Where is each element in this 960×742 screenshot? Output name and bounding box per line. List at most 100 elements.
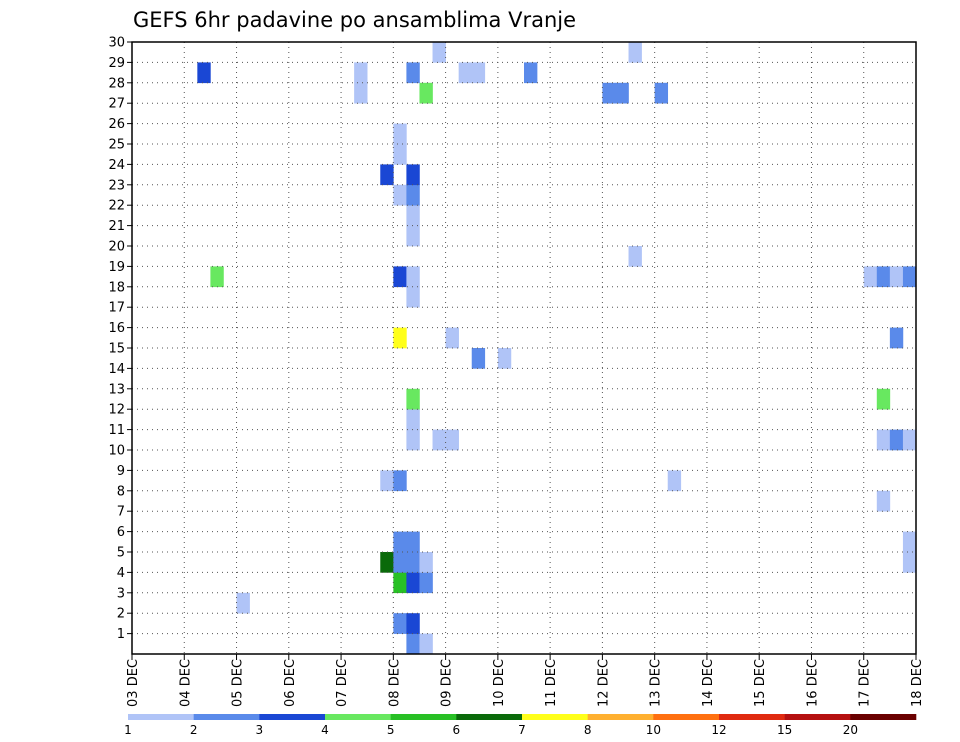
gridlines [132, 42, 916, 654]
heatmap-cell [889, 266, 904, 288]
colorbar-label: 20 [843, 723, 858, 737]
heatmap-cell [863, 266, 878, 288]
heatmap-cell [419, 552, 433, 573]
y-tick-label: 15 [108, 342, 125, 357]
y-tick-label: 10 [108, 444, 125, 459]
heatmap-cell [393, 470, 407, 492]
heatmap-cell [432, 429, 446, 451]
colorbar-swatch [719, 714, 785, 720]
y-tick-label: 18 [108, 280, 125, 295]
colorbar-label: 6 [453, 723, 461, 737]
y-tick-label: 28 [108, 76, 125, 91]
heatmap-cell [406, 62, 420, 84]
y-axis: 1234567891011121314151617181920212223242… [108, 36, 132, 642]
y-tick-label: 11 [108, 423, 125, 438]
x-tick-label: 06 DEC [283, 659, 298, 707]
heatmap-cell [393, 613, 407, 634]
colorbar-swatch [653, 714, 720, 720]
heatmap-cell [406, 429, 420, 451]
x-tick-label: 03 DEC [126, 659, 141, 707]
heatmap-cell [393, 572, 407, 594]
y-tick-label: 21 [108, 219, 125, 234]
x-tick-label: 18 DEC [910, 659, 925, 707]
x-tick-label: 16 DEC [805, 659, 820, 707]
heatmap-cell [406, 225, 420, 247]
colorbar-swatch [128, 714, 194, 720]
colorbar-label: 10 [646, 723, 661, 737]
heatmap-cell [902, 531, 917, 553]
y-tick-label: 29 [108, 56, 125, 71]
heatmap-cell [354, 62, 368, 84]
heatmap-cell [902, 266, 917, 288]
y-tick-label: 4 [117, 566, 125, 581]
heatmap-cell [380, 164, 394, 186]
colorbar-label: 1 [124, 723, 132, 737]
heatmap-cell [406, 572, 420, 594]
x-tick-label: 14 DEC [701, 659, 716, 707]
colorbar-swatch [850, 714, 917, 720]
x-tick-label: 04 DEC [178, 659, 193, 707]
colorbar-swatch [587, 714, 654, 720]
x-tick-label: 05 DEC [231, 659, 246, 707]
heatmap-cell [654, 82, 669, 104]
heatmap-cell [406, 286, 420, 308]
y-tick-label: 5 [117, 546, 125, 561]
x-tick-label: 07 DEC [335, 659, 350, 707]
colorbar: 1 2 3 4 5 6 7 8 10 12 15 20 [124, 714, 917, 737]
x-axis: 03 DEC 04 DEC 05 DEC 06 DEC 07 DEC 08 DEC 09 D… [126, 654, 925, 707]
heatmap-cell [406, 205, 420, 226]
x-tick-label: 15 DEC [753, 659, 768, 707]
heatmap-cell [419, 633, 433, 655]
y-tick-label: 22 [108, 199, 125, 214]
y-tick-label: 12 [108, 403, 125, 418]
y-tick-label: 1 [117, 627, 125, 642]
y-tick-label: 17 [108, 301, 125, 316]
y-tick-label: 14 [108, 362, 125, 377]
heatmap-cell [471, 348, 486, 369]
colorbar-swatch [259, 714, 326, 720]
colorbar-swatch [390, 714, 457, 720]
heatmap-cell [458, 62, 473, 84]
heatmap-cell [445, 429, 459, 451]
heatmap-cell [406, 184, 420, 206]
y-tick-label: 20 [108, 240, 125, 255]
heatmap-cell [419, 82, 433, 104]
heatmap-cell [393, 184, 407, 206]
colorbar-swatch [325, 714, 391, 720]
heatmap-cell [419, 572, 433, 594]
heatmap-cell [902, 552, 917, 573]
y-tick-label: 3 [117, 586, 125, 601]
y-tick-label: 9 [117, 464, 125, 479]
heatmap-cell [876, 490, 891, 512]
x-tick-label: 11 DEC [544, 659, 559, 707]
heatmap-cell [393, 266, 407, 288]
x-tick-label: 17 DEC [858, 659, 873, 707]
heatmap-cell [354, 82, 368, 104]
heatmap-cell [445, 327, 459, 349]
x-tick-label: 13 DEC [649, 659, 664, 707]
y-tick-label: 27 [108, 97, 125, 112]
heatmap-cell [236, 592, 250, 614]
heatmap-cell [889, 429, 904, 451]
x-tick-label: 08 DEC [387, 659, 402, 707]
y-tick-label: 30 [108, 36, 125, 51]
colorbar-swatch [193, 714, 260, 720]
y-tick-label: 26 [108, 117, 125, 132]
heatmap-cell [380, 470, 394, 492]
heatmap-cell [615, 82, 629, 104]
colorbar-label: 3 [256, 723, 264, 737]
heatmap-cell [406, 388, 420, 410]
heatmap-cells [197, 42, 917, 655]
heatmap-cell [406, 613, 420, 634]
y-tick-label: 23 [108, 178, 125, 193]
y-tick-label: 13 [108, 382, 125, 397]
heatmap-cell [406, 633, 420, 655]
heatmap-cell [393, 123, 407, 145]
heatmap-cell [393, 327, 407, 349]
heatmap-cell [406, 531, 420, 553]
colorbar-label: 2 [190, 723, 198, 737]
colorbar-label: 12 [711, 723, 726, 737]
heatmap-cell [393, 531, 407, 553]
x-tick-label: 10 DEC [492, 659, 507, 707]
